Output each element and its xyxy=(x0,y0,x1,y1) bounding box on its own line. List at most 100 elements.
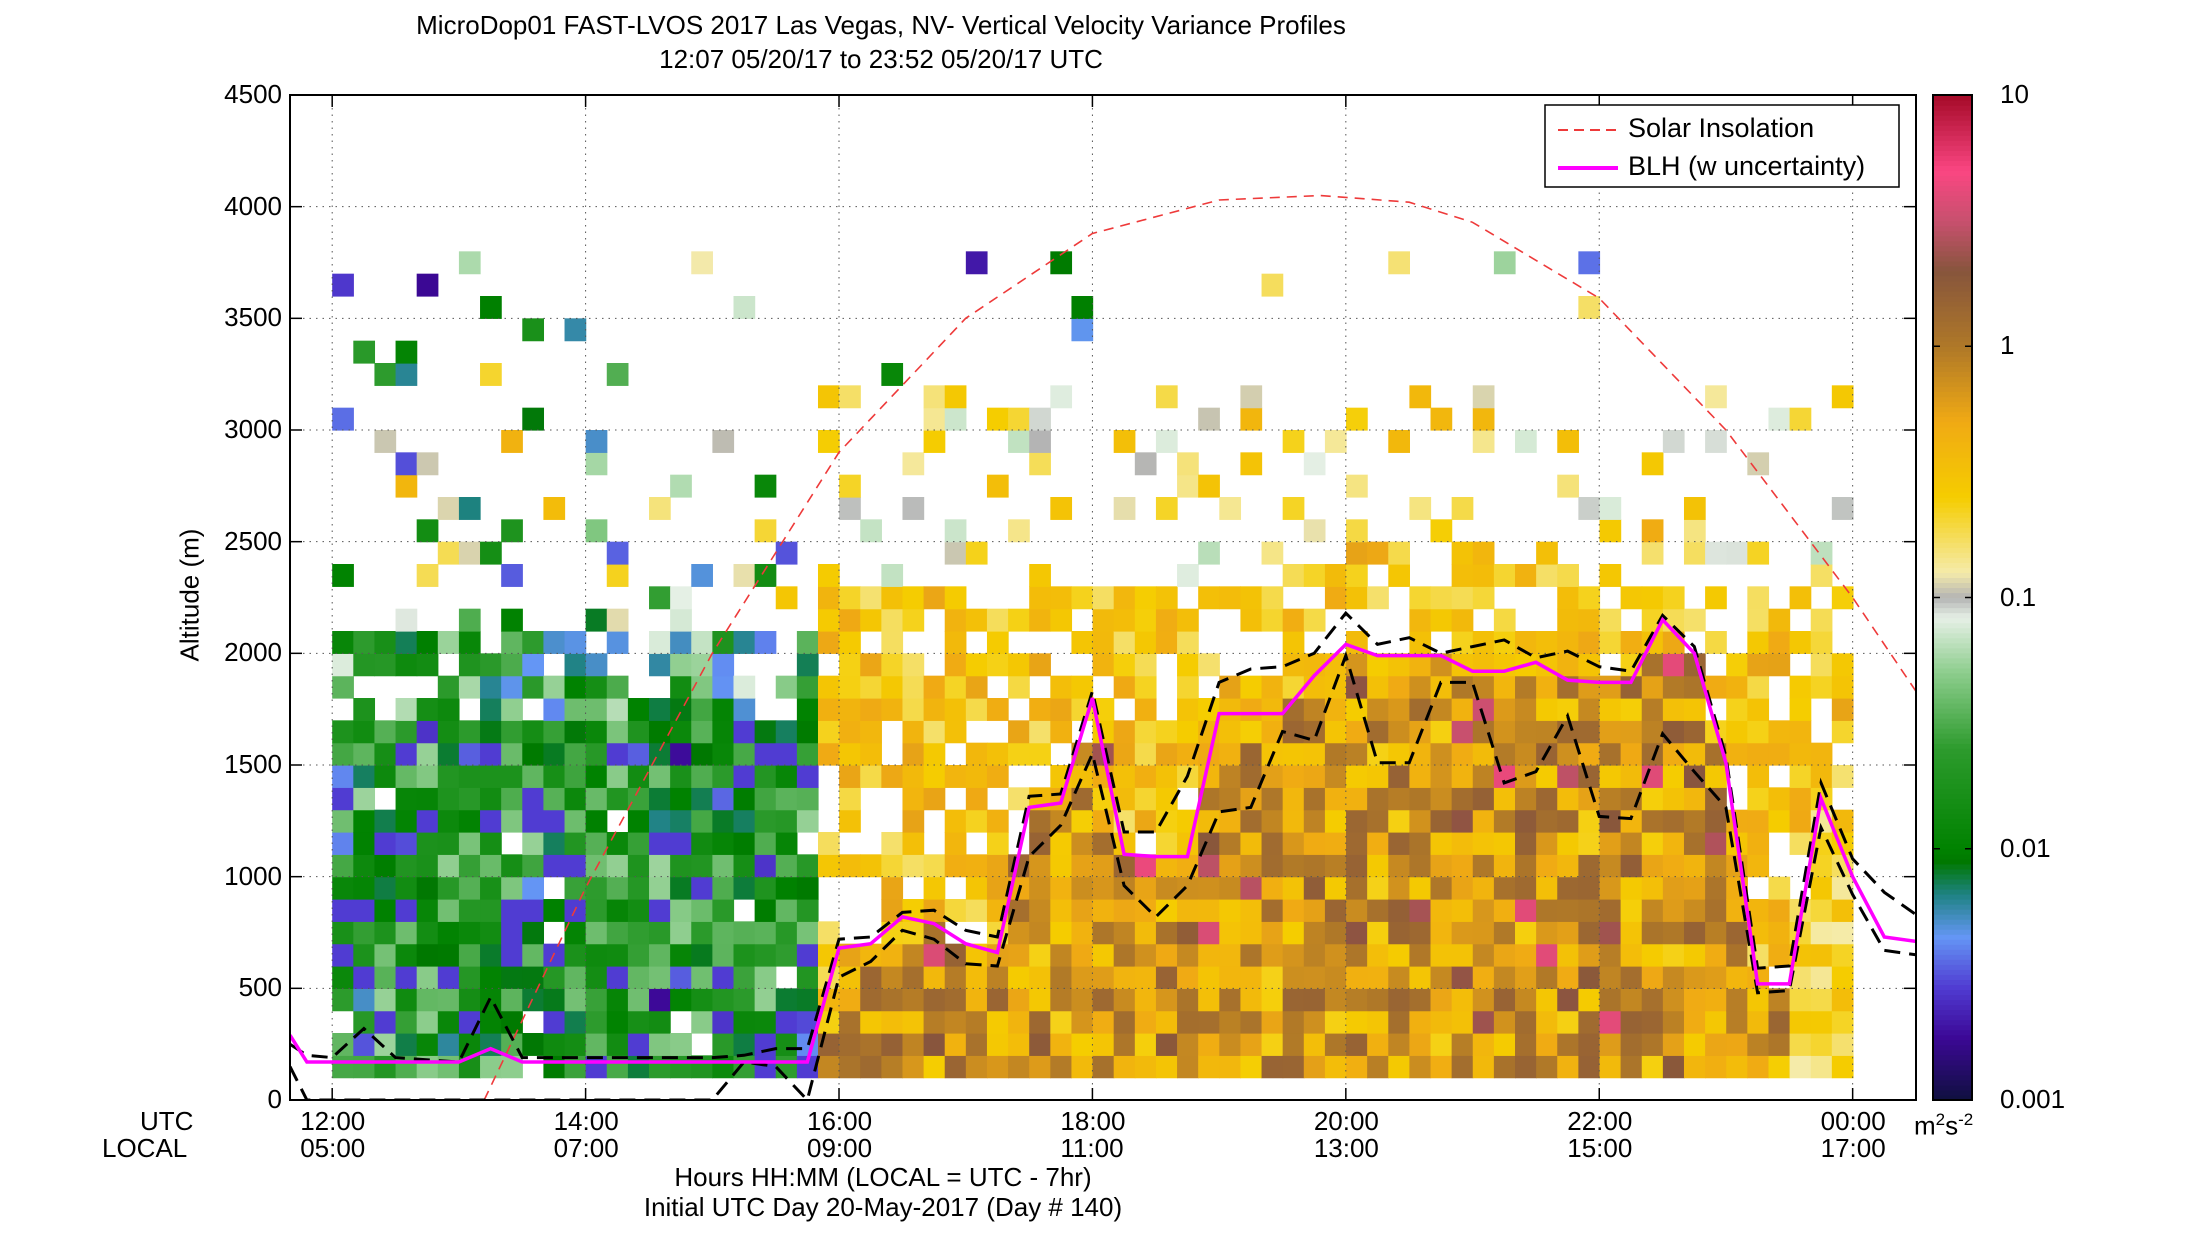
heatmap-cell xyxy=(1071,921,1094,945)
heatmap-cell xyxy=(1303,921,1326,945)
heatmap-cell xyxy=(1346,720,1368,744)
colorbar-band xyxy=(1933,557,1972,563)
heatmap-cell xyxy=(395,988,418,1012)
heatmap-cell xyxy=(1029,653,1051,677)
colorbar-band xyxy=(1933,662,1972,669)
heatmap-cell xyxy=(1557,698,1579,721)
heatmap-cell xyxy=(1071,899,1094,922)
heatmap-cell xyxy=(881,586,904,610)
heatmap-cell xyxy=(775,809,798,833)
heatmap-cell xyxy=(1324,876,1347,900)
heatmap-cell xyxy=(1388,430,1410,453)
heatmap-cell xyxy=(1599,854,1622,878)
heatmap-cell xyxy=(353,340,376,364)
heatmap-cell xyxy=(1557,1055,1579,1079)
legend-box xyxy=(1544,104,1900,188)
colorbar-band xyxy=(1933,466,1972,473)
heatmap-cell xyxy=(817,832,840,855)
heatmap-cell xyxy=(817,742,840,766)
heatmap-cell xyxy=(923,742,946,766)
heatmap-cell xyxy=(480,943,502,967)
colorbar-band xyxy=(1933,275,1972,282)
heatmap-cell xyxy=(1409,698,1432,721)
heatmap-cell xyxy=(1599,921,1622,945)
heatmap-cell xyxy=(1282,564,1305,587)
heatmap-cell xyxy=(839,765,861,788)
heatmap-cell xyxy=(1578,809,1601,833)
heatmap-cell xyxy=(1705,1055,1727,1079)
heatmap-cell xyxy=(1536,966,1558,989)
heatmap-cell xyxy=(416,832,439,855)
heatmap-cell xyxy=(1662,698,1685,721)
heatmap-cell xyxy=(1430,876,1453,900)
heatmap-cell xyxy=(1113,631,1136,654)
heatmap-cell xyxy=(817,966,840,989)
heatmap-cell xyxy=(1578,296,1601,319)
heatmap-cell xyxy=(1409,832,1432,855)
heatmap-cell xyxy=(1240,742,1263,766)
heatmap-cell xyxy=(691,943,713,967)
heatmap-cell xyxy=(1113,765,1136,788)
heatmap-cell xyxy=(796,943,819,967)
heatmap-cell xyxy=(606,1010,629,1034)
heatmap-cell xyxy=(1831,988,1854,1012)
colorbar-band xyxy=(1933,381,1972,388)
heatmap-cell xyxy=(1705,921,1727,945)
colorbar-band xyxy=(1933,140,1972,146)
heatmap-cell xyxy=(839,1033,861,1056)
colorbar-band xyxy=(1933,1034,1972,1041)
heatmap-cell xyxy=(1662,988,1685,1012)
heatmap-cell xyxy=(332,273,354,297)
colorbar-band xyxy=(1933,793,1972,800)
heatmap-cell xyxy=(881,675,904,699)
heatmap-cell xyxy=(1367,586,1389,610)
heatmap-cell xyxy=(691,742,713,766)
heatmap-cell xyxy=(1177,720,1199,744)
heatmap-cell xyxy=(1515,1010,1537,1034)
heatmap-cell xyxy=(1747,809,1770,833)
legend-label-blh: BLH (w uncertainty) xyxy=(1628,151,1866,181)
heatmap-cell xyxy=(332,854,354,878)
heatmap-cell xyxy=(416,631,439,654)
heatmap-cell xyxy=(1557,899,1579,922)
heatmap-cell xyxy=(1641,675,1664,699)
heatmap-cell xyxy=(923,1033,946,1056)
heatmap-cell xyxy=(437,899,460,922)
heatmap-cell xyxy=(1008,1010,1030,1034)
heatmap-cell xyxy=(1388,876,1410,900)
heatmap-cell xyxy=(1282,698,1305,721)
heatmap-cell xyxy=(1177,1033,1199,1056)
heatmap-cell xyxy=(458,966,481,989)
heatmap-cell xyxy=(775,854,798,878)
heatmap-cell xyxy=(1177,564,1199,587)
heatmap-cell xyxy=(733,832,756,855)
heatmap-cell xyxy=(775,765,798,788)
heatmap-cell xyxy=(881,1055,904,1079)
heatmap-cell xyxy=(649,988,671,1012)
colorbar-band xyxy=(1933,899,1972,905)
heatmap-cell xyxy=(374,720,397,744)
heatmap-cell xyxy=(437,809,460,833)
heatmap-cell xyxy=(1198,854,1220,878)
heatmap-cell xyxy=(606,742,629,766)
colorbar-band xyxy=(1933,612,1972,619)
heatmap-cell xyxy=(395,921,418,945)
heatmap-cell xyxy=(944,988,967,1012)
heatmap-cell xyxy=(1831,1055,1854,1079)
colorbar-band xyxy=(1933,180,1972,187)
heatmap-cell xyxy=(1726,966,1748,989)
heatmap-cell xyxy=(965,966,988,989)
heatmap-cell xyxy=(839,675,861,699)
heatmap-cell xyxy=(1493,720,1516,744)
y-tick-label: 3000 xyxy=(224,414,282,444)
colorbar-band xyxy=(1933,421,1972,428)
heatmap-cell xyxy=(1620,809,1643,833)
heatmap-cell xyxy=(1113,720,1136,744)
heatmap-cell xyxy=(543,854,566,878)
heatmap-cell xyxy=(944,608,967,632)
heatmap-cell xyxy=(1198,943,1220,967)
heatmap-cell xyxy=(437,787,460,811)
heatmap-cell xyxy=(1092,921,1115,945)
heatmap-cell xyxy=(839,720,861,744)
heatmap-cell xyxy=(1515,809,1537,833)
